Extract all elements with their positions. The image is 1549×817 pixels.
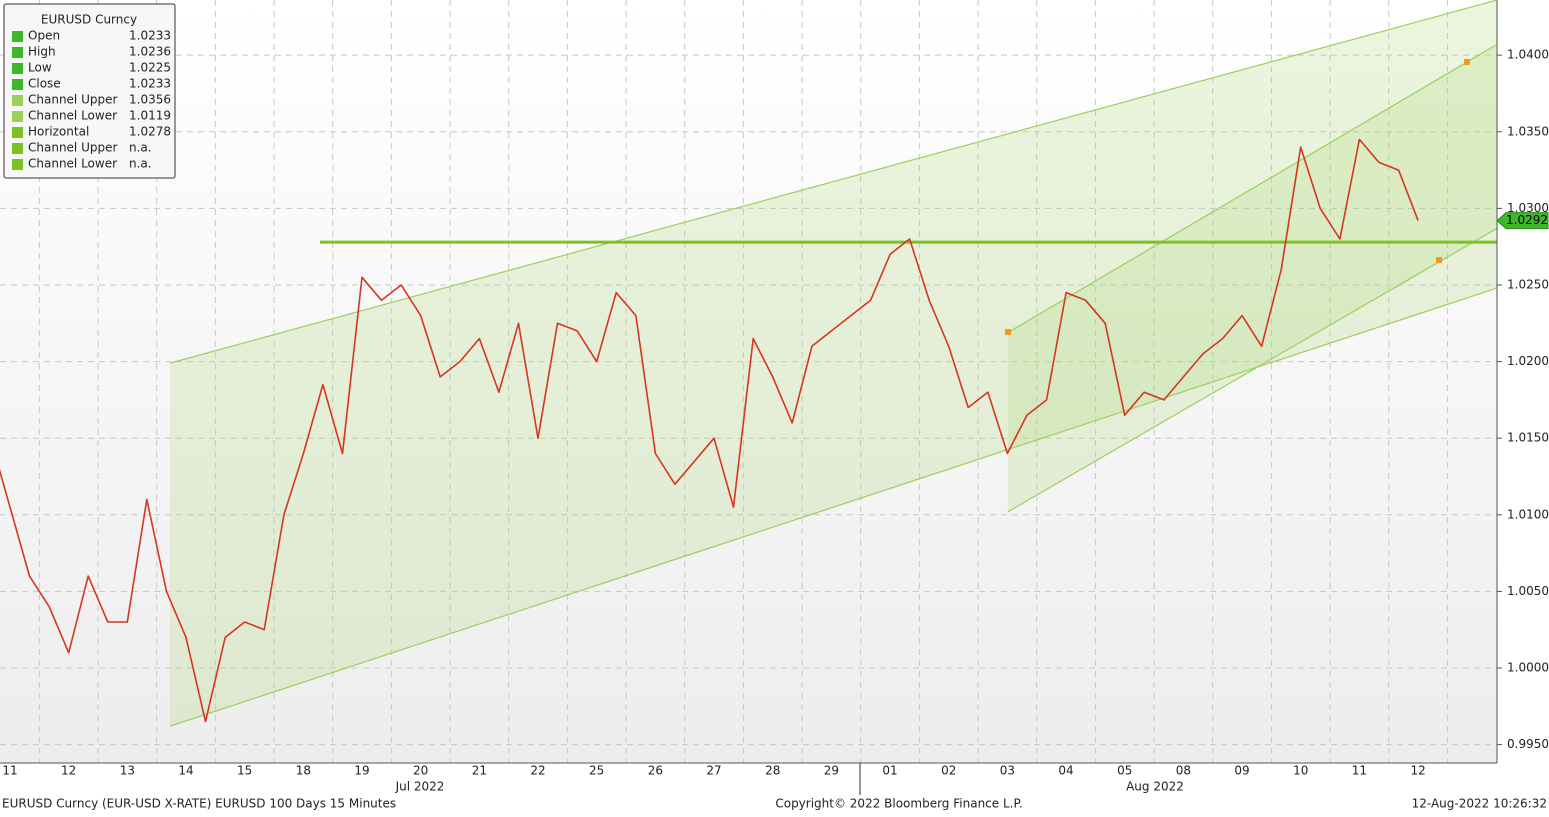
legend-swatch <box>12 143 23 154</box>
x-tick-label: 15 <box>237 764 252 778</box>
footer-right: 12-Aug-2022 10:26:32 <box>1412 797 1547 811</box>
legend-value: n.a. <box>129 157 152 171</box>
legend-value: 1.0356 <box>129 93 171 107</box>
legend-swatch <box>12 95 23 106</box>
legend-name: High <box>28 45 56 59</box>
axes: 0.9950 1.0000 1.0050 1.0100 1.0150 1.0200 1.02… <box>0 0 1549 795</box>
x-tick-label: 01 <box>882 764 897 778</box>
x-tick-label: 11 <box>2 764 17 778</box>
x-tick-label: 10 <box>1293 764 1308 778</box>
legend: EURUSD Curncy Open 1.0233 High 1.0236 Low 1.0… <box>3 3 176 179</box>
footer-center: Copyright© 2022 Bloomberg Finance L.P. <box>775 797 1022 811</box>
legend-name: Channel Lower <box>28 157 117 171</box>
legend-value: 1.0233 <box>129 77 171 91</box>
overlays <box>169 0 1497 727</box>
legend-value: 1.0233 <box>129 29 171 43</box>
legend-name: Channel Lower <box>28 109 117 123</box>
y-tick-label: 1.0300 <box>1507 201 1549 215</box>
legend-value: 1.0236 <box>129 45 171 59</box>
x-tick-label: 19 <box>354 764 369 778</box>
channel-upper <box>169 0 1497 364</box>
y-tick-label: 1.0100 <box>1507 507 1549 521</box>
legend-name: Close <box>28 77 61 91</box>
x-tick-label: 12 <box>61 764 76 778</box>
x-tick-label: 28 <box>765 764 780 778</box>
x-tick-label: 03 <box>1000 764 1015 778</box>
legend-swatch <box>12 159 23 170</box>
last-price-tag <box>1496 212 1549 230</box>
anchor-point <box>1464 59 1470 65</box>
x-tick-label: 29 <box>824 764 839 778</box>
marks <box>0 138 1419 723</box>
legend-value: n.a. <box>129 141 152 155</box>
x-tick-label: 27 <box>706 764 721 778</box>
legend-swatch <box>12 127 23 138</box>
x-tick-label: 11 <box>1352 764 1367 778</box>
legend-title: EURUSD Curncy <box>41 13 137 27</box>
x-tick-label: 08 <box>1176 764 1191 778</box>
y-tick-label: 1.0050 <box>1507 584 1549 598</box>
x-tick-label: 22 <box>530 764 545 778</box>
last-price-label: 1.0292 <box>1506 213 1548 227</box>
y-tick-label: 0.9950 <box>1507 737 1549 751</box>
channel-fill <box>170 0 1497 727</box>
legend-name: Horizontal <box>28 125 89 139</box>
x-tick-label: 14 <box>178 764 193 778</box>
channel-upper <box>1007 43 1497 333</box>
month-label: Aug 2022 <box>1126 780 1184 794</box>
y-tick-label: 1.0200 <box>1507 354 1549 368</box>
x-tick-label: 09 <box>1234 764 1249 778</box>
x-tick-label: 20 <box>413 764 428 778</box>
month-label: Jul 2022 <box>395 780 445 794</box>
legend-swatch <box>12 79 23 90</box>
legend-value: 1.0225 <box>129 61 171 75</box>
legend-name: Channel Upper <box>28 141 117 155</box>
x-tick-label: 21 <box>472 764 487 778</box>
x-tick-label: 12 <box>1410 764 1425 778</box>
x-tick-label: 02 <box>941 764 956 778</box>
legend-value: 1.0278 <box>129 125 171 139</box>
legend-swatch <box>12 47 23 58</box>
x-tick-label: 18 <box>296 764 311 778</box>
legend-box <box>3 3 176 179</box>
y-tick-label: 1.0250 <box>1507 277 1549 291</box>
y-tick-label: 1.0150 <box>1507 431 1549 445</box>
channel-fill <box>1008 44 1497 512</box>
y-tick-label: 1.0350 <box>1507 124 1549 138</box>
y-tick-label: 1.0400 <box>1507 48 1549 62</box>
y-tick-label: 1.0000 <box>1507 661 1549 675</box>
legend-value: 1.0119 <box>129 109 171 123</box>
legend-swatch <box>12 63 23 74</box>
legend-swatch <box>12 111 23 122</box>
legend-name: Low <box>28 61 52 75</box>
grid <box>0 0 1497 763</box>
x-tick-label: 25 <box>589 764 604 778</box>
legend-name: Channel Upper <box>28 93 117 107</box>
x-tick-label: 26 <box>648 764 663 778</box>
price-line <box>0 138 1419 723</box>
x-tick-label: 13 <box>120 764 135 778</box>
anchor-point <box>1005 329 1011 335</box>
footer-left: EURUSD Curncy (EUR-USD X-RATE) EURUSD 10… <box>2 797 396 811</box>
channel-lower <box>1007 227 1497 513</box>
anchor-point <box>1436 257 1442 263</box>
legend-name: Open <box>28 29 60 43</box>
channel-lower <box>169 287 1497 727</box>
x-tick-label: 04 <box>1058 764 1073 778</box>
legend-swatch <box>12 31 23 42</box>
x-tick-label: 05 <box>1117 764 1132 778</box>
